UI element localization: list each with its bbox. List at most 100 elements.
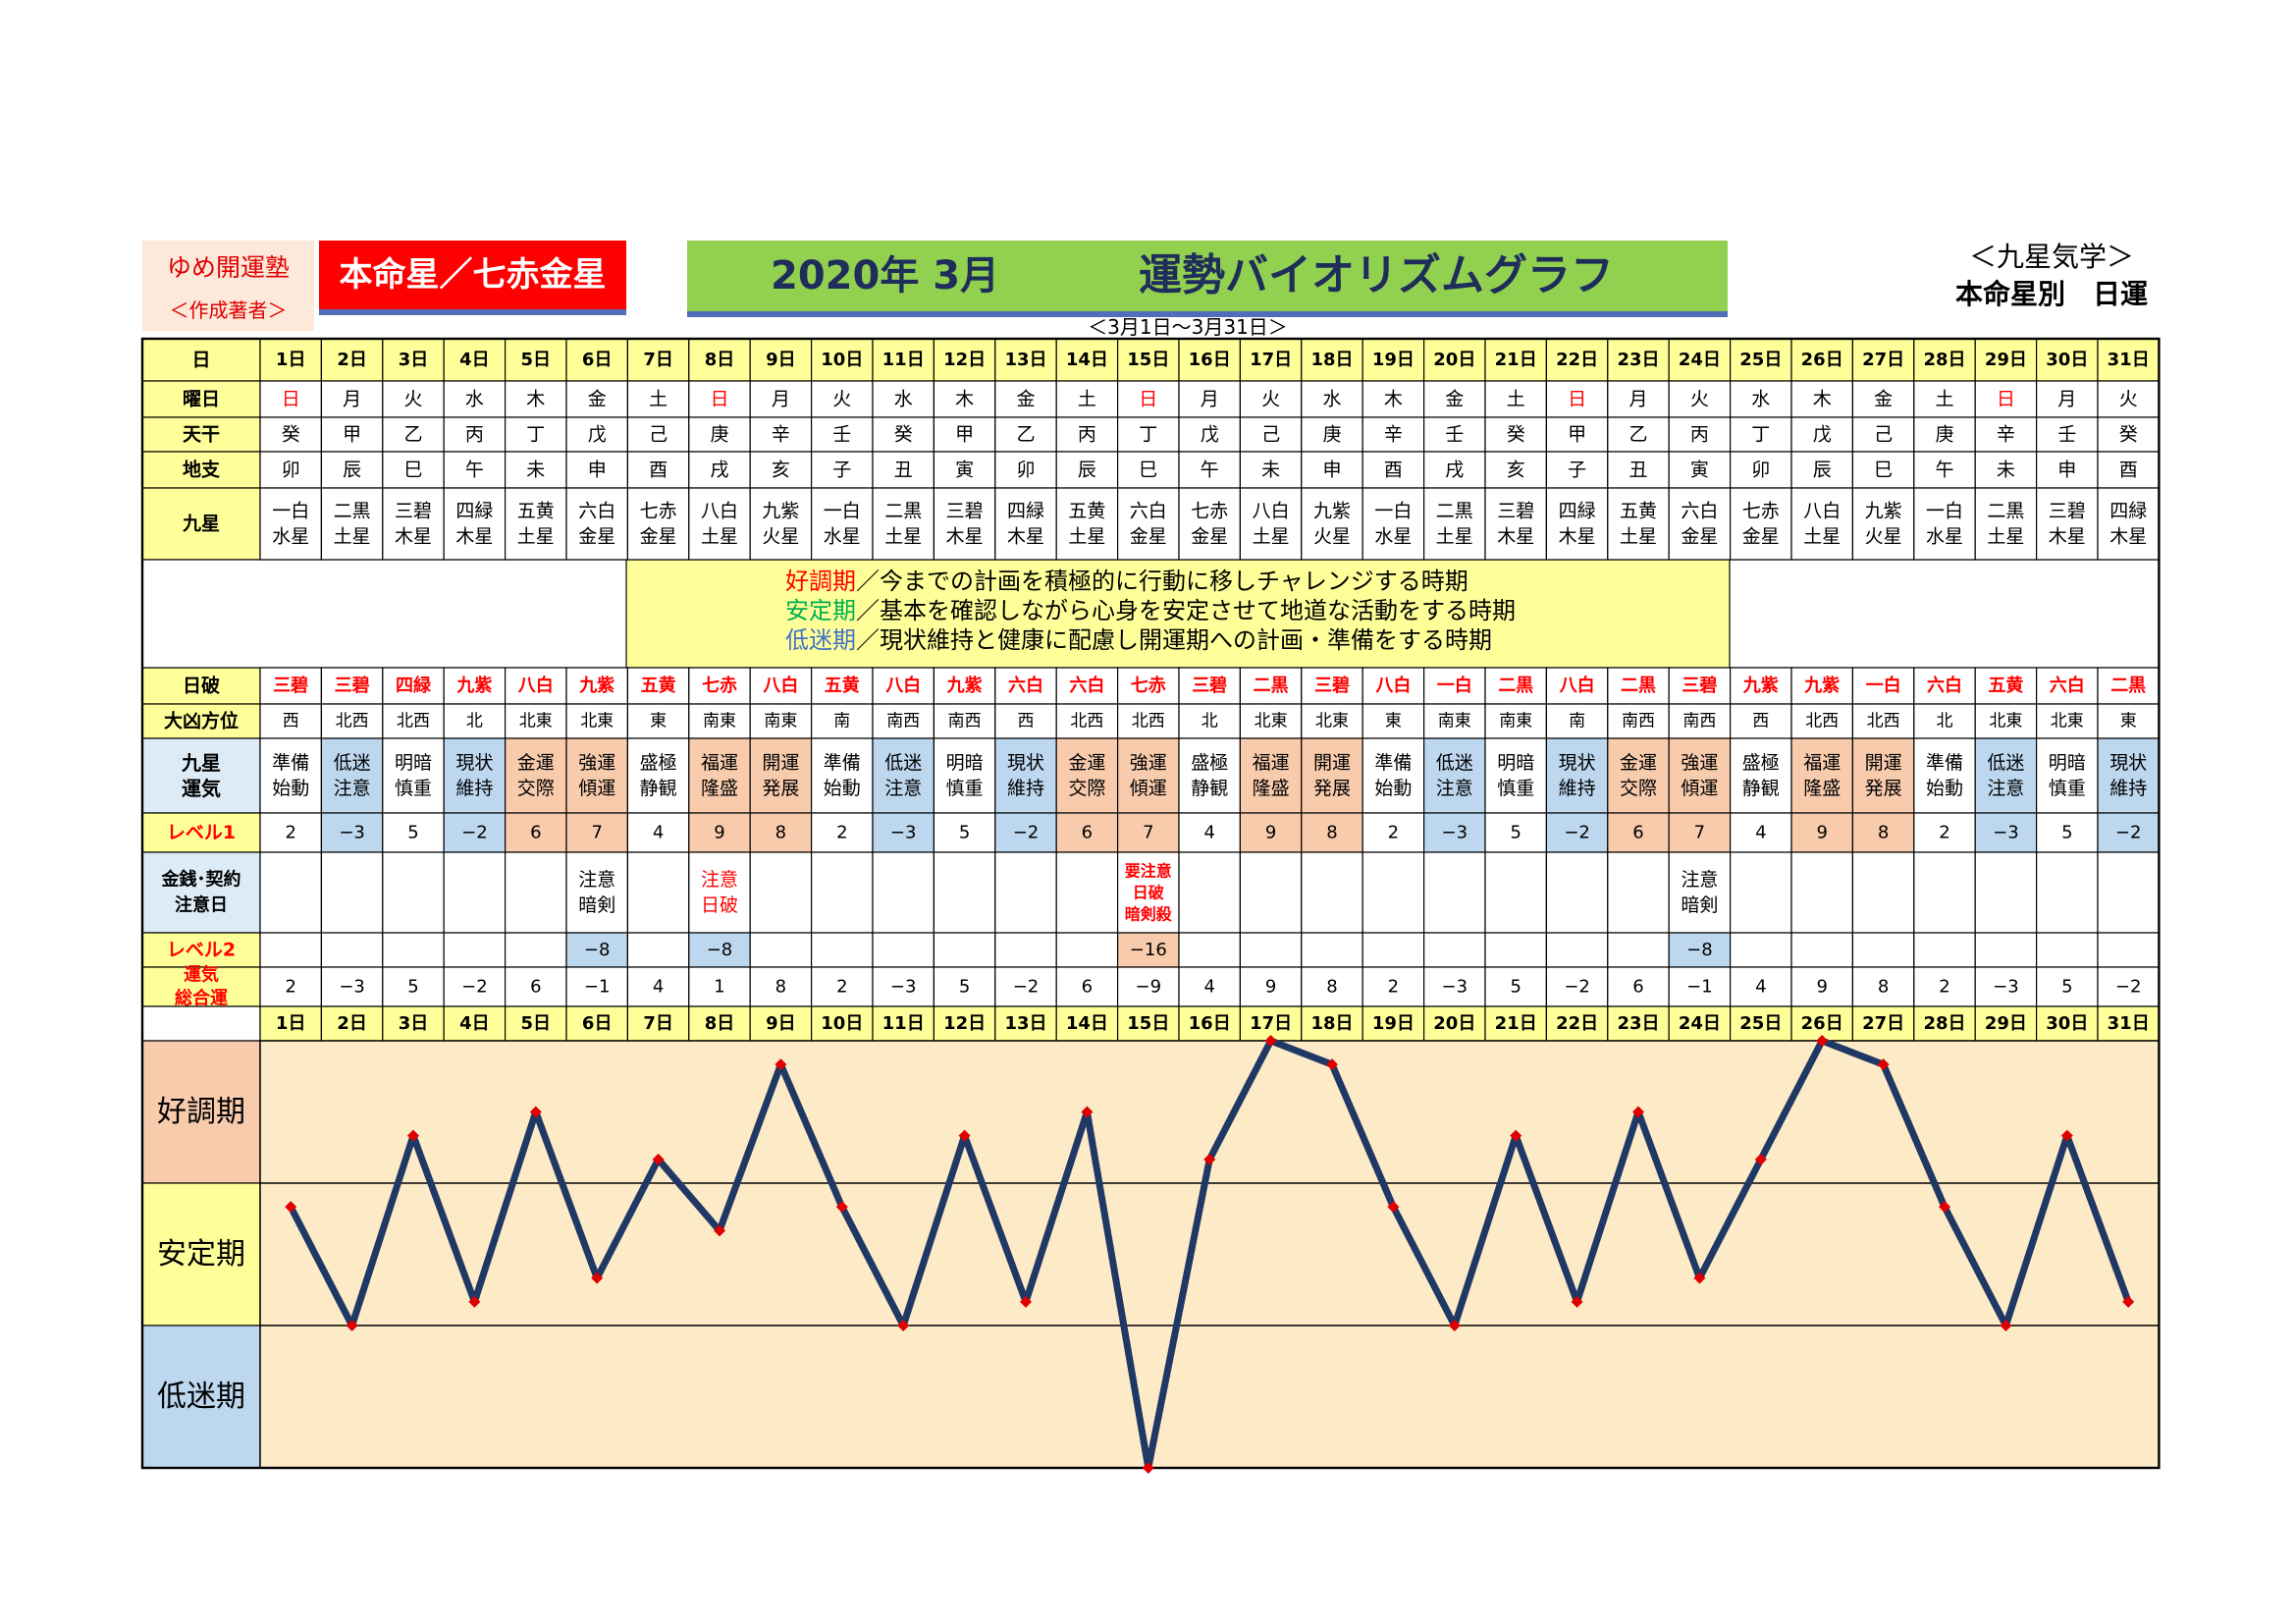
band-low (141, 1325, 261, 1469)
level2-cell (994, 932, 1057, 968)
total-value: 6 (530, 977, 541, 998)
weekday-label: 水 (894, 389, 913, 410)
unki-label: 傾運 (578, 778, 615, 799)
unki-label: 維持 (1559, 778, 1596, 799)
kyusei-label: 土星 (517, 526, 555, 548)
chishi-label: 巳 (403, 460, 422, 481)
row-label-text: 九星 (182, 514, 220, 535)
nichiha-label: 一白 (1437, 675, 1472, 696)
unki-cell (2036, 737, 2099, 814)
level2-cell (259, 932, 323, 968)
chishi-label: 子 (1568, 460, 1586, 481)
tenkan-label: 癸 (2119, 424, 2138, 446)
kyusei-cell (1055, 487, 1119, 561)
chishi-label: 寅 (1690, 460, 1709, 481)
day-label: 22日 (1556, 1013, 1598, 1034)
daikyo-label: 北西 (1132, 712, 1165, 731)
tenkan-cell (259, 416, 323, 453)
nichiha-cell (565, 667, 629, 705)
level2-cell (1668, 932, 1732, 968)
kinsen-cell (1055, 851, 1119, 934)
day-label: 16日 (1189, 350, 1231, 370)
weekday-label: 日 (1997, 389, 2015, 410)
day-cell (565, 338, 629, 382)
weekday-cell (994, 380, 1057, 418)
tenkan-cell (1301, 416, 1363, 453)
kyusei-label: 五黄 (517, 501, 555, 522)
level2-cell (1790, 932, 1854, 968)
unki-cell (810, 737, 874, 814)
unki-label: 維持 (455, 778, 493, 799)
kyusei-label: 三碧 (2049, 501, 2086, 522)
chishi-label: 辰 (343, 460, 361, 481)
kinsen-cell (749, 851, 813, 934)
kyusei-label: 七赤 (1742, 501, 1780, 522)
tenkan-label: 甲 (1568, 424, 1586, 446)
level2-cell (504, 932, 567, 968)
nichiha-label: 六白 (2050, 675, 2085, 696)
legend-box (625, 559, 1731, 669)
kyusei-label: 八白 (1253, 501, 1290, 522)
total-cell (1545, 966, 1609, 1007)
daikyo-cell (1362, 703, 1425, 739)
day-label: 8日 (705, 1013, 735, 1034)
unki-cell (749, 737, 813, 814)
kyusei-label: 三碧 (946, 501, 984, 522)
day-cell (1178, 338, 1242, 382)
weekday-label: 月 (772, 389, 790, 410)
level2-cell (1116, 932, 1180, 968)
level1-cell (1851, 812, 1915, 853)
unki-label: 慎重 (395, 778, 432, 799)
kyusei-label: 八白 (1803, 501, 1841, 522)
unki-label: 低迷 (334, 752, 371, 774)
level2-cell (1607, 932, 1670, 968)
row-label-text: 九星 (181, 751, 221, 775)
row-label-text: 日 (191, 350, 210, 371)
total-value: −9 (1136, 977, 1162, 998)
day-label: 18日 (1310, 1013, 1353, 1034)
day-label: 3日 (399, 1013, 429, 1034)
data-point-22 (1571, 1295, 1583, 1308)
nichiha-cell (1913, 667, 1976, 705)
unki-label: 傾運 (1130, 778, 1167, 799)
tenkan-label: 丙 (1690, 424, 1709, 446)
total-cell (1851, 966, 1915, 1007)
unki-cell (443, 737, 507, 814)
kinsen-cell (1668, 851, 1732, 934)
day-label: 22日 (1556, 350, 1598, 370)
level2-cell (382, 932, 445, 968)
weekday-cell (1178, 380, 1242, 418)
tenkan-label: 壬 (2057, 424, 2076, 446)
kinsen-label: 日破 (701, 894, 738, 916)
kyusei-label: 一白 (1374, 501, 1412, 522)
daikyo-label: 南 (833, 712, 850, 731)
kinsen-label: 暗剣 (578, 894, 615, 916)
nichiha-label: 五黄 (825, 675, 860, 696)
legend-text: ／基本を確認しながら心身を安定させて地道な活動をする時期 (856, 597, 1516, 624)
total-value: −2 (461, 977, 488, 998)
nichiha-label: 六白 (1927, 675, 1962, 696)
tenkan-label: 甲 (955, 424, 974, 446)
day-label: 19日 (1372, 350, 1415, 370)
kyusei-label: 水星 (1926, 526, 1963, 548)
weekday-label: 日 (1139, 389, 1157, 410)
day-label: 24日 (1679, 350, 1721, 370)
daikyo-label: 北 (466, 712, 483, 731)
level2-cell (320, 932, 384, 968)
kyusei-cell (504, 487, 567, 561)
daikyo-label: 南西 (1682, 712, 1716, 731)
chishi-label: 巳 (1139, 460, 1157, 481)
day-cell (994, 1005, 1057, 1042)
unki-cell (1790, 737, 1854, 814)
kyusei-cell (872, 487, 935, 561)
day-cell (749, 1005, 813, 1042)
unki-label: 盛極 (640, 752, 677, 774)
level2-cell (933, 932, 996, 968)
kyusei-cell (1790, 487, 1854, 561)
weekday-label: 月 (2057, 389, 2076, 410)
kyusei-cell (1607, 487, 1670, 561)
weekday-cell (1055, 380, 1119, 418)
nichiha-label: 六白 (1069, 675, 1104, 696)
day-label: 6日 (582, 1013, 613, 1034)
kyusei-label: 二黒 (884, 501, 922, 522)
